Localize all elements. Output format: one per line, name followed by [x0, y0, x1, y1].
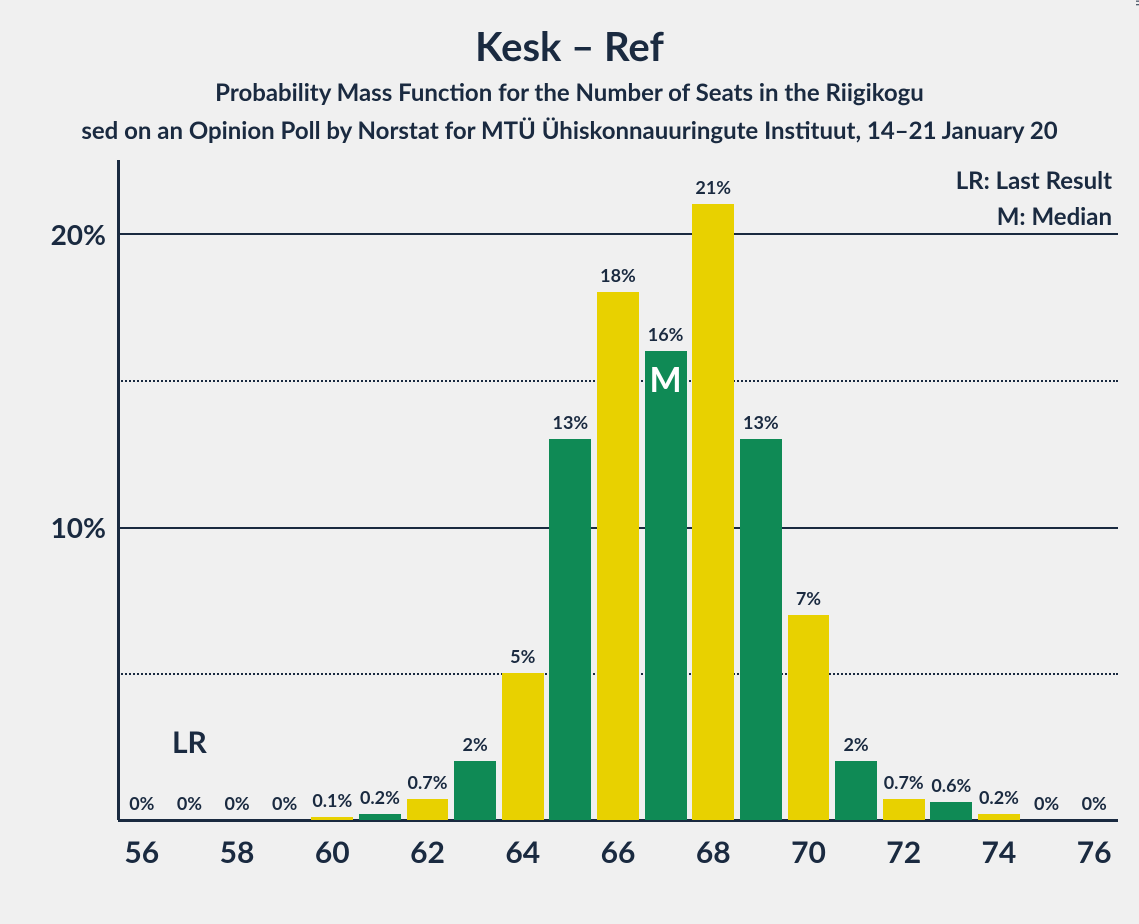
bar-value-label: 0.7% — [880, 771, 928, 793]
bar-value-label: 16% — [642, 323, 690, 345]
chart-subtitle: sed on an Opinion Poll by Norstat for MT… — [0, 116, 1139, 145]
bar — [359, 814, 401, 820]
bar — [740, 439, 782, 820]
bar-value-label: 0% — [261, 792, 309, 814]
x-tick-label: 72 — [864, 834, 944, 870]
bar-value-label: 0% — [1070, 792, 1118, 814]
x-tick-label: 56 — [102, 834, 182, 870]
bar — [692, 204, 734, 820]
bar-value-label: 2% — [832, 733, 880, 755]
bar-value-label: 0% — [166, 792, 214, 814]
legend-item: LR: Last Result — [956, 166, 1112, 195]
bar — [311, 817, 353, 820]
bar-value-label: 7% — [785, 587, 833, 609]
y-tick-label: 10% — [51, 510, 106, 544]
bar — [454, 761, 496, 820]
x-tick-label: 62 — [388, 834, 468, 870]
chart-title: Kesk – Ref — [0, 22, 1139, 70]
plot-area: 0%0%0%0%0.1%0.2%0.7%2%5%13%18%M16%21%13%… — [118, 160, 1118, 820]
y-axis — [117, 160, 120, 820]
bar-value-label: 0% — [213, 792, 261, 814]
x-tick-label: 60 — [292, 834, 372, 870]
bar-value-label: 0.6% — [928, 774, 976, 796]
x-tick-label: 76 — [1054, 834, 1134, 870]
chart-root: © 2019 Filip van Laenen Kesk – Ref Probabi… — [0, 0, 1139, 924]
bar-value-label: 0.1% — [308, 789, 356, 811]
copyright-text: © 2019 Filip van Laenen — [1133, 0, 1139, 6]
bar-value-label: 21% — [689, 176, 737, 198]
last-result-marker: LR — [149, 724, 229, 760]
gridline-major — [118, 233, 1118, 235]
bar — [407, 799, 449, 820]
bar-value-label: 0.2% — [975, 786, 1023, 808]
legend-item: M: Median — [997, 202, 1112, 231]
x-tick-label: 68 — [673, 834, 753, 870]
bar — [835, 761, 877, 820]
x-tick-label: 64 — [483, 834, 563, 870]
x-tick-label: 58 — [197, 834, 277, 870]
bar-value-label: 2% — [451, 733, 499, 755]
bar-value-label: 18% — [594, 264, 642, 286]
bar-value-label: 0% — [1023, 792, 1071, 814]
bar-value-label: 0.2% — [356, 786, 404, 808]
bar-value-label: 0.7% — [404, 771, 452, 793]
bar — [930, 802, 972, 820]
bar-value-label: 13% — [737, 411, 785, 433]
median-marker: M — [645, 359, 687, 812]
bar — [788, 615, 830, 820]
bar — [883, 799, 925, 820]
y-tick-label: 20% — [51, 217, 106, 251]
x-tick-label: 74 — [959, 834, 1039, 870]
x-tick-label: 70 — [768, 834, 848, 870]
bar — [502, 673, 544, 820]
chart-subtitle: Probability Mass Function for the Number… — [0, 78, 1139, 107]
bar-value-label: 13% — [547, 411, 595, 433]
bar — [597, 292, 639, 820]
bar-value-label: 5% — [499, 645, 547, 667]
x-tick-label: 66 — [578, 834, 658, 870]
bar — [549, 439, 591, 820]
bar — [978, 814, 1020, 820]
bar-value-label: 0% — [118, 792, 166, 814]
